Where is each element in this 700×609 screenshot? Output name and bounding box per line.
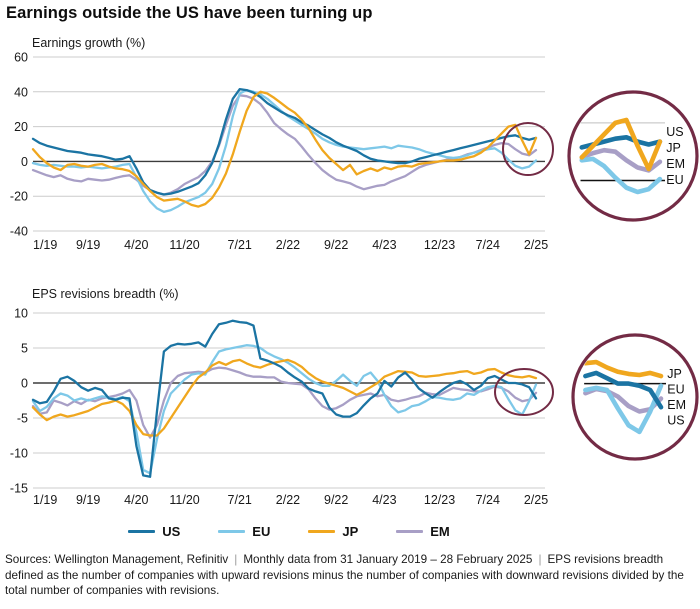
x-tick-label: 4/23 bbox=[372, 493, 396, 507]
x-tick-label: 1/19 bbox=[33, 493, 57, 507]
series-line-jp bbox=[31, 90, 538, 208]
series-line-em bbox=[31, 94, 538, 196]
inset-series-label-jp: JP bbox=[667, 367, 682, 381]
x-tick-label: 9/22 bbox=[324, 493, 348, 507]
y-tick-label: -15 bbox=[10, 482, 28, 496]
x-tick-label: 1/19 bbox=[33, 238, 57, 252]
legend-item-eu: EU bbox=[218, 524, 270, 539]
y-tick-label: -40 bbox=[10, 225, 28, 239]
x-tick-label: 4/20 bbox=[124, 493, 148, 507]
inset-series-line-eu bbox=[583, 383, 664, 435]
series-line-em bbox=[31, 366, 538, 439]
inset-series-label-us: US bbox=[667, 413, 684, 427]
inset-series-label-em: EM bbox=[666, 157, 685, 171]
source-note: Sources: Wellington Management, Refiniti… bbox=[5, 552, 696, 599]
x-tick-label: 2/22 bbox=[276, 238, 300, 252]
x-tick-label: 2/25 bbox=[524, 238, 548, 252]
x-tick-label: 9/22 bbox=[324, 238, 348, 252]
inset-series-label-us: US bbox=[666, 125, 683, 139]
legend-item-us: US bbox=[128, 524, 180, 539]
legend-label-jp: JP bbox=[342, 524, 359, 539]
x-tick-label: 12/23 bbox=[424, 238, 455, 252]
legend-item-em: EM bbox=[396, 524, 450, 539]
x-tick-label: 4/20 bbox=[124, 238, 148, 252]
x-tick-label: 7/24 bbox=[476, 493, 500, 507]
series-line-us bbox=[31, 88, 538, 196]
chart2-subtitle: EPS revisions breadth (%) bbox=[32, 287, 179, 301]
y-tick-label: 40 bbox=[14, 85, 28, 99]
y-tick-label: 0 bbox=[21, 377, 28, 391]
x-tick-label: 7/21 bbox=[228, 238, 252, 252]
y-tick-label: -10 bbox=[10, 447, 28, 461]
x-tick-label: 9/19 bbox=[76, 238, 100, 252]
series-line-eu bbox=[31, 88, 538, 214]
inset-series-label-eu: EU bbox=[666, 173, 683, 187]
x-tick-label: 2/25 bbox=[524, 493, 548, 507]
inset-series-label-em: EM bbox=[667, 398, 686, 412]
legend: US EU JP EM bbox=[33, 524, 545, 539]
x-tick-label: 12/23 bbox=[424, 493, 455, 507]
y-tick-label: -5 bbox=[17, 412, 28, 426]
inset-series-line-eu bbox=[579, 156, 663, 195]
x-tick-label: 2/22 bbox=[276, 493, 300, 507]
x-tick-label: 7/24 bbox=[476, 238, 500, 252]
sources-text: Sources: Wellington Management, Refiniti… bbox=[5, 553, 229, 566]
highlight-ellipse bbox=[494, 368, 554, 416]
us-line-swatch bbox=[128, 529, 156, 534]
inset-series-label-eu: EU bbox=[667, 382, 684, 396]
inset-series-label-jp: JP bbox=[666, 141, 681, 155]
series-line-jp bbox=[31, 358, 538, 437]
inset-series-line-us bbox=[583, 370, 664, 410]
x-tick-label: 11/20 bbox=[169, 493, 199, 507]
legend-item-jp: JP bbox=[308, 524, 358, 539]
page-title: Earnings outside the US have been turnin… bbox=[6, 4, 373, 22]
highlight-ellipse bbox=[502, 122, 554, 176]
legend-label-us: US bbox=[162, 524, 181, 539]
series-line-us bbox=[31, 319, 538, 478]
x-tick-label: 4/23 bbox=[372, 238, 396, 252]
separator: | bbox=[234, 553, 238, 566]
legend-label-em: EM bbox=[430, 524, 450, 539]
y-tick-label: 5 bbox=[21, 342, 28, 356]
period-text: Monthly data from 31 January 2019 – 28 F… bbox=[243, 553, 533, 566]
y-tick-label: -20 bbox=[10, 190, 28, 204]
em-line-swatch bbox=[396, 529, 424, 534]
separator: | bbox=[538, 553, 542, 566]
magnifier-circle bbox=[567, 90, 699, 222]
chart1-subtitle: Earnings growth (%) bbox=[32, 36, 146, 50]
x-tick-label: 11/20 bbox=[169, 238, 199, 252]
legend-label-eu: EU bbox=[252, 524, 271, 539]
y-tick-label: 20 bbox=[14, 120, 28, 134]
definition-text: EPS revisions breadth defined as the num… bbox=[5, 553, 684, 598]
x-tick-label: 9/19 bbox=[76, 493, 100, 507]
eu-line-swatch bbox=[218, 529, 246, 534]
jp-line-swatch bbox=[308, 529, 336, 534]
inset-series-line-jp bbox=[583, 359, 664, 379]
magnifier-circle bbox=[571, 333, 699, 461]
series-line-eu bbox=[31, 344, 538, 475]
y-tick-label: 0 bbox=[21, 155, 28, 169]
inset-series-line-jp bbox=[579, 117, 663, 172]
y-tick-label: 60 bbox=[14, 51, 28, 65]
y-tick-label: 10 bbox=[14, 307, 28, 321]
x-tick-label: 7/21 bbox=[228, 493, 252, 507]
